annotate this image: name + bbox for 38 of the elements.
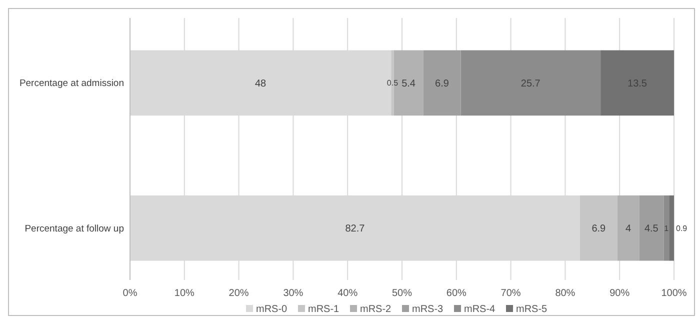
- x-tick-label: 60%: [446, 288, 467, 299]
- x-tick-label: 80%: [555, 288, 576, 299]
- x-tick-label: 50%: [392, 288, 412, 299]
- x-tick-label: 100%: [661, 288, 687, 299]
- x-tick-label: 10%: [174, 288, 195, 299]
- legend-label: mRS-2: [360, 304, 392, 315]
- data-label: 6.9: [592, 224, 606, 235]
- y-tick-label: Percentage at admission: [19, 78, 124, 90]
- bar: [580, 195, 618, 261]
- data-label: 25.7: [520, 78, 541, 90]
- x-tick-label: 30%: [283, 288, 304, 299]
- bar: [423, 50, 461, 116]
- data-label: 1: [664, 224, 670, 233]
- x-tick-label: 90%: [610, 288, 630, 299]
- bar: [460, 50, 601, 116]
- legend-label: mRS-0: [256, 304, 288, 315]
- x-tick-label: 20%: [228, 288, 249, 299]
- data-label: 0.9: [676, 224, 688, 233]
- bar: [664, 195, 670, 261]
- bar: [617, 195, 640, 261]
- legend-label: mRS-1: [308, 304, 340, 315]
- data-label: 4: [626, 224, 632, 235]
- x-tick-label: 0%: [122, 288, 138, 299]
- data-label: 82.7: [345, 224, 366, 235]
- data-label: 5.4: [402, 78, 416, 90]
- bar: [639, 195, 664, 261]
- legend-label: mRS-5: [516, 304, 548, 315]
- y-tick-label: Percentage at follow up: [24, 223, 124, 234]
- data-label: 6.9: [435, 78, 450, 90]
- x-tick-label: 40%: [338, 288, 358, 299]
- data-label: 4.5: [644, 224, 659, 235]
- legend-label: mRS-4: [464, 304, 496, 315]
- data-label: 48: [254, 78, 267, 90]
- x-tick-label: 70%: [500, 288, 521, 299]
- data-label: 0.5: [386, 78, 399, 88]
- legend-label: mRS-3: [412, 304, 444, 315]
- bar: [600, 50, 674, 116]
- bar: [669, 195, 674, 261]
